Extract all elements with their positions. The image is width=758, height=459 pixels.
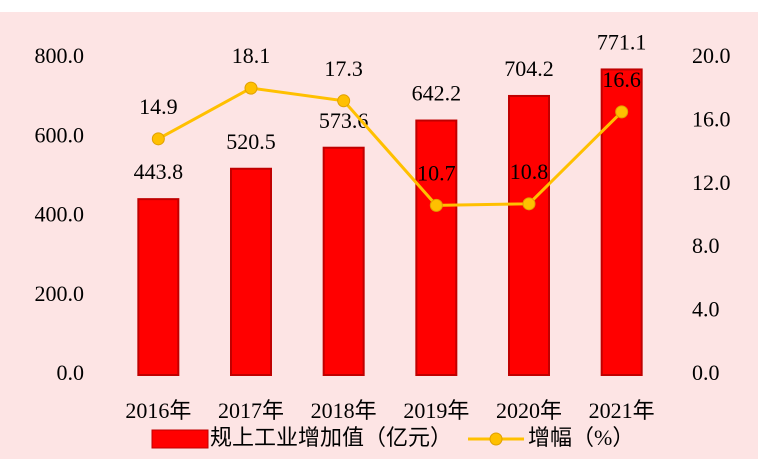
y2-tick-label: 4.0 (692, 297, 720, 322)
y-tick-label: 400.0 (35, 202, 85, 227)
y2-tick-label: 8.0 (692, 233, 720, 258)
y2-tick-label: 0.0 (692, 360, 720, 385)
line-marker (615, 105, 629, 119)
line-marker (429, 198, 443, 212)
x-tick-label: 2016年 (125, 398, 191, 423)
line-marker (522, 197, 536, 211)
bar (508, 94, 550, 376)
y2-tick-label: 16.0 (692, 106, 731, 131)
bar (230, 167, 272, 376)
y2-tick-label: 12.0 (692, 170, 731, 195)
bar-value-label: 520.5 (226, 129, 276, 154)
legend-swatch (151, 429, 209, 449)
x-tick-label: 2019年 (403, 398, 469, 423)
x-tick-label: 2017年 (218, 398, 284, 423)
bar-value-label: 642.2 (412, 81, 462, 106)
line-value-label: 10.8 (510, 159, 549, 184)
bar-value-label: 771.1 (597, 29, 647, 54)
line-value-label: 18.1 (232, 43, 271, 68)
y2-tick-label: 20.0 (692, 43, 731, 68)
y-tick-label: 800.0 (35, 43, 85, 68)
y-tick-label: 200.0 (35, 281, 85, 306)
line-marker (244, 81, 258, 95)
line-value-label: 14.9 (139, 94, 178, 119)
bar (600, 68, 643, 376)
line (157, 86, 623, 207)
legend-label: 规上工业增加值（亿元） (210, 425, 452, 450)
y-tick-label: 0.0 (57, 360, 85, 385)
line-value-label: 10.7 (417, 160, 456, 185)
bar-value-label: 704.2 (504, 56, 554, 81)
bar (137, 198, 180, 376)
legend-label: 增幅（%） (528, 425, 634, 450)
bar-value-label: 443.8 (134, 159, 184, 184)
line-marker (151, 132, 165, 146)
bar (415, 119, 458, 377)
bar (322, 146, 365, 376)
y-tick-label: 600.0 (35, 122, 85, 147)
line-value-label: 17.3 (324, 56, 363, 81)
chart-background (0, 12, 758, 459)
line-marker (337, 94, 351, 108)
x-tick-label: 2021年 (589, 398, 655, 423)
legend-swatch-marker (489, 432, 503, 446)
x-tick-label: 2020年 (496, 398, 562, 423)
line-value-label: 16.6 (602, 67, 641, 92)
x-tick-label: 2018年 (311, 398, 377, 423)
